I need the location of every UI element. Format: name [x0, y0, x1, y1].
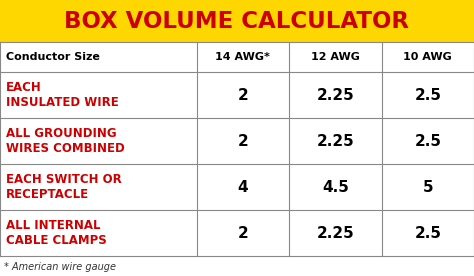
Text: BOX VOLUME CALCULATOR: BOX VOLUME CALCULATOR	[64, 9, 410, 33]
Text: 2: 2	[237, 87, 248, 102]
Text: ALL GROUNDING
WIRES COMBINED: ALL GROUNDING WIRES COMBINED	[6, 127, 125, 155]
Bar	[0, 210, 474, 256]
Text: EACH
INSULATED WIRE: EACH INSULATED WIRE	[6, 81, 119, 109]
Text: 2.25: 2.25	[317, 87, 354, 102]
Text: 10 AWG: 10 AWG	[403, 52, 452, 62]
Text: 2.5: 2.5	[414, 87, 441, 102]
Bar	[0, 0, 474, 42]
Text: * American wire gauge: * American wire gauge	[4, 262, 116, 272]
Bar	[0, 42, 474, 72]
Text: 4.5: 4.5	[322, 179, 349, 195]
Text: 2: 2	[237, 225, 248, 240]
Bar	[0, 164, 474, 210]
Text: 2.5: 2.5	[414, 134, 441, 148]
Text: 2.5: 2.5	[414, 225, 441, 240]
Text: 4: 4	[237, 179, 248, 195]
Text: 5: 5	[422, 179, 433, 195]
Text: ALL INTERNAL
CABLE CLAMPS: ALL INTERNAL CABLE CLAMPS	[6, 219, 107, 247]
Text: 2.25: 2.25	[317, 134, 354, 148]
Text: Conductor Size: Conductor Size	[6, 52, 100, 62]
Text: 12 AWG: 12 AWG	[311, 52, 360, 62]
Text: 2.25: 2.25	[317, 225, 354, 240]
Text: 2: 2	[237, 134, 248, 148]
Text: 14 AWG*: 14 AWG*	[216, 52, 270, 62]
Text: EACH SWITCH OR
RECEPTACLE: EACH SWITCH OR RECEPTACLE	[6, 173, 122, 201]
Bar	[0, 72, 474, 118]
Bar	[0, 118, 474, 164]
